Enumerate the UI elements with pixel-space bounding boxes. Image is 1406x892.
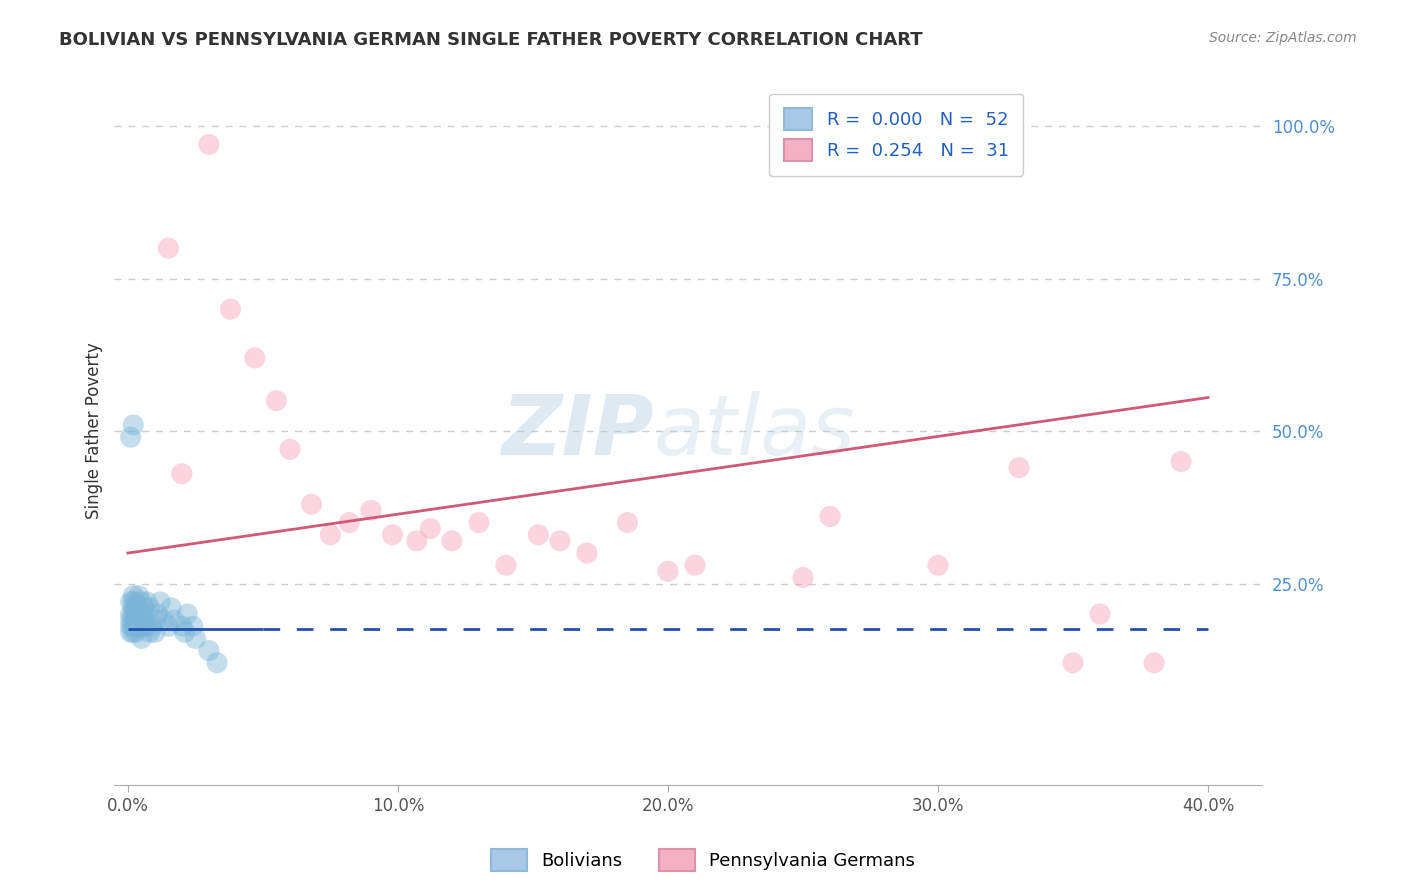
- Text: ZIP: ZIP: [501, 391, 654, 472]
- Point: [176, 607, 198, 621]
- Point: [792, 570, 814, 584]
- Point: [319, 528, 342, 542]
- Text: Source: ZipAtlas.com: Source: ZipAtlas.com: [1209, 31, 1357, 45]
- Point: [1062, 656, 1084, 670]
- Point: [170, 619, 193, 633]
- Point: [128, 607, 150, 621]
- Point: [125, 619, 148, 633]
- Point: [468, 516, 491, 530]
- Legend: Bolivians, Pennsylvania Germans: Bolivians, Pennsylvania Germans: [484, 842, 922, 879]
- Point: [125, 625, 148, 640]
- Point: [152, 613, 174, 627]
- Point: [243, 351, 266, 365]
- Point: [527, 528, 550, 542]
- Point: [146, 607, 169, 621]
- Point: [301, 497, 323, 511]
- Point: [132, 619, 155, 633]
- Point: [122, 619, 145, 633]
- Point: [135, 595, 157, 609]
- Legend: R =  0.000   N =  52, R =  0.254   N =  31: R = 0.000 N = 52, R = 0.254 N = 31: [769, 94, 1024, 176]
- Point: [198, 137, 221, 152]
- Point: [419, 522, 441, 536]
- Point: [120, 607, 142, 621]
- Point: [120, 613, 142, 627]
- Point: [143, 625, 166, 640]
- Point: [132, 601, 155, 615]
- Point: [616, 516, 638, 530]
- Point: [1088, 607, 1111, 621]
- Point: [138, 601, 160, 615]
- Point: [440, 533, 463, 548]
- Point: [120, 619, 142, 633]
- Point: [132, 613, 155, 627]
- Point: [149, 595, 172, 609]
- Point: [120, 595, 142, 609]
- Point: [138, 625, 160, 640]
- Point: [131, 607, 153, 621]
- Point: [125, 613, 148, 627]
- Point: [173, 625, 195, 640]
- Point: [1170, 454, 1192, 468]
- Point: [170, 467, 193, 481]
- Point: [120, 430, 142, 444]
- Point: [122, 601, 145, 615]
- Point: [157, 241, 180, 255]
- Point: [125, 601, 148, 615]
- Point: [683, 558, 706, 573]
- Point: [219, 302, 242, 317]
- Point: [122, 589, 145, 603]
- Point: [360, 503, 382, 517]
- Point: [122, 417, 145, 432]
- Point: [927, 558, 949, 573]
- Point: [181, 619, 204, 633]
- Point: [128, 589, 150, 603]
- Point: [278, 442, 301, 457]
- Point: [405, 533, 427, 548]
- Point: [337, 516, 360, 530]
- Point: [1143, 656, 1166, 670]
- Point: [125, 595, 148, 609]
- Point: [495, 558, 517, 573]
- Text: atlas: atlas: [654, 391, 855, 472]
- Point: [131, 632, 153, 646]
- Point: [184, 632, 207, 646]
- Point: [381, 528, 404, 542]
- Point: [120, 625, 142, 640]
- Point: [575, 546, 598, 560]
- Point: [122, 595, 145, 609]
- Point: [143, 613, 166, 627]
- Point: [131, 619, 153, 633]
- Point: [135, 619, 157, 633]
- Point: [125, 607, 148, 621]
- Point: [122, 625, 145, 640]
- Point: [163, 613, 186, 627]
- Point: [160, 601, 183, 615]
- Point: [122, 607, 145, 621]
- Point: [205, 656, 228, 670]
- Point: [157, 619, 180, 633]
- Point: [1008, 460, 1031, 475]
- Text: BOLIVIAN VS PENNSYLVANIA GERMAN SINGLE FATHER POVERTY CORRELATION CHART: BOLIVIAN VS PENNSYLVANIA GERMAN SINGLE F…: [59, 31, 922, 49]
- Point: [128, 619, 150, 633]
- Point: [132, 607, 155, 621]
- Point: [122, 613, 145, 627]
- Point: [266, 393, 288, 408]
- Point: [131, 595, 153, 609]
- Point: [141, 619, 163, 633]
- Point: [128, 613, 150, 627]
- Point: [818, 509, 841, 524]
- Point: [657, 565, 679, 579]
- Y-axis label: Single Father Poverty: Single Father Poverty: [86, 343, 103, 519]
- Point: [198, 643, 221, 657]
- Point: [548, 533, 571, 548]
